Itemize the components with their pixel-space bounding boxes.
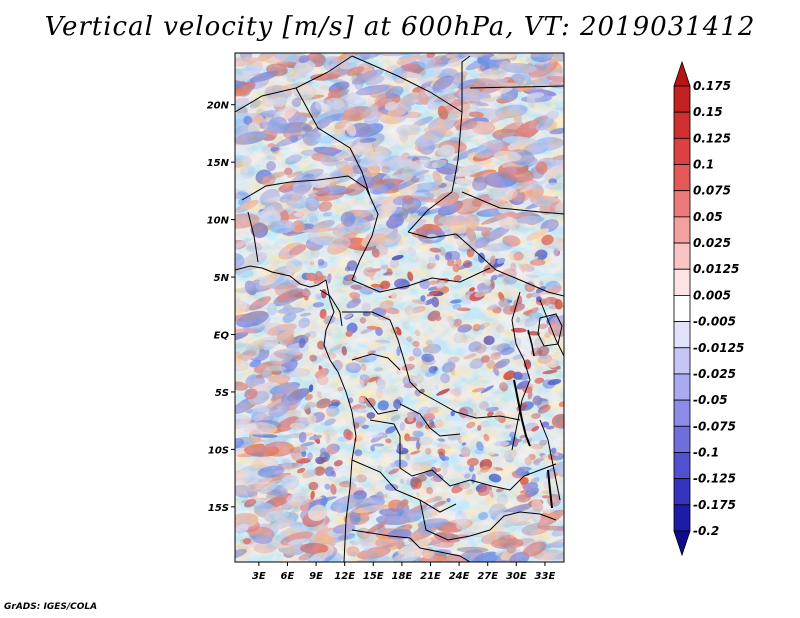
colorbar-label: 0.125 [693, 131, 731, 145]
lon-label: 18E [392, 571, 413, 582]
map-title: Vertical velocity [m/s] at 600hPa, VT: 2… [44, 12, 756, 42]
colorbar-label: 0.05 [693, 210, 723, 224]
lon-label: 30E [506, 571, 527, 582]
colorbar-swatch [673, 373, 691, 401]
lat-label: 15N [207, 158, 230, 169]
lon-label: 15E [363, 571, 384, 582]
lake-malawi [547, 469, 553, 509]
lat-label: 15S [208, 503, 229, 514]
colorbar-swatch [673, 478, 691, 506]
lon-label: 27E [477, 571, 498, 582]
lon-label: 6E [281, 571, 295, 582]
colorbar-label: 0.025 [693, 236, 731, 250]
colorbar: 0.175 0.15 0.125 0.1 0.075 0.05 0.025 0.0125 0.0… [673, 60, 744, 557]
colorbar-label: 0.075 [693, 184, 731, 198]
latitude-axis: 20N 15N 10N 5N EQ 5S 10S 15S [207, 101, 235, 514]
colorbar-label: 0.005 [693, 288, 731, 302]
colorbar-swatch [673, 242, 691, 270]
lon-label: 12E [334, 571, 355, 582]
colorbar-label: 0.15 [693, 105, 723, 119]
colorbar-swatch [673, 399, 691, 427]
colorbar-label: -0.0125 [693, 341, 744, 355]
colorbar-label: -0.2 [693, 524, 719, 538]
colorbar-swatch [673, 85, 691, 113]
velocity-field [235, 53, 564, 562]
lake-tanganyika [513, 379, 531, 447]
lake-albert [527, 329, 535, 357]
lon-label: 3E [252, 571, 266, 582]
lat-label: 10N [207, 216, 230, 227]
colorbar-label: -0.075 [693, 419, 736, 433]
colorbar-swatch [673, 504, 691, 532]
colorbar-swatch [673, 321, 691, 349]
lat-label: 5S [215, 388, 229, 399]
colorbar-swatch [673, 425, 691, 453]
colorbar-swatch [673, 111, 691, 139]
grads-footer: GrADS: IGES/COLA [4, 602, 98, 612]
colorbar-label: -0.05 [693, 393, 728, 407]
lat-label: 20N [207, 101, 230, 112]
colorbar-label: 0.175 [693, 79, 731, 93]
colorbar-label: -0.125 [693, 472, 736, 486]
lat-label: 10S [208, 445, 229, 456]
colorbar-label: 0.1 [693, 158, 714, 172]
colorbar-label: -0.025 [693, 367, 736, 381]
colorbar-top-arrow [673, 60, 691, 87]
colorbar-swatch [673, 268, 691, 296]
colorbar-swatch [673, 190, 691, 218]
lake-victoria [537, 313, 563, 347]
colorbar-label: -0.175 [693, 498, 736, 512]
lon-label: 9E [309, 571, 323, 582]
coastline [235, 265, 357, 562]
colorbar-swatch [673, 164, 691, 192]
colorbar-bottom-arrow [673, 530, 691, 557]
colorbar-swatch [673, 452, 691, 480]
country-borders [235, 55, 564, 562]
lon-label: 21E [420, 571, 441, 582]
longitude-axis: 3E 6E 9E 12E 15E 18E 21E 24E 27E 30E 33E [252, 562, 556, 582]
map-frame [234, 52, 565, 563]
colorbar-label: -0.005 [693, 315, 736, 329]
colorbar-swatch [673, 137, 691, 165]
lat-label: 5N [214, 273, 230, 284]
colorbar-swatch [673, 295, 691, 322]
lon-label: 24E [449, 571, 470, 582]
colorbar-swatch [673, 216, 691, 244]
lat-label: EQ [214, 331, 230, 342]
colorbar-label: 0.0125 [693, 262, 739, 276]
lon-label: 33E [535, 571, 556, 582]
colorbar-label: -0.1 [693, 445, 719, 459]
colorbar-swatch [673, 347, 691, 375]
